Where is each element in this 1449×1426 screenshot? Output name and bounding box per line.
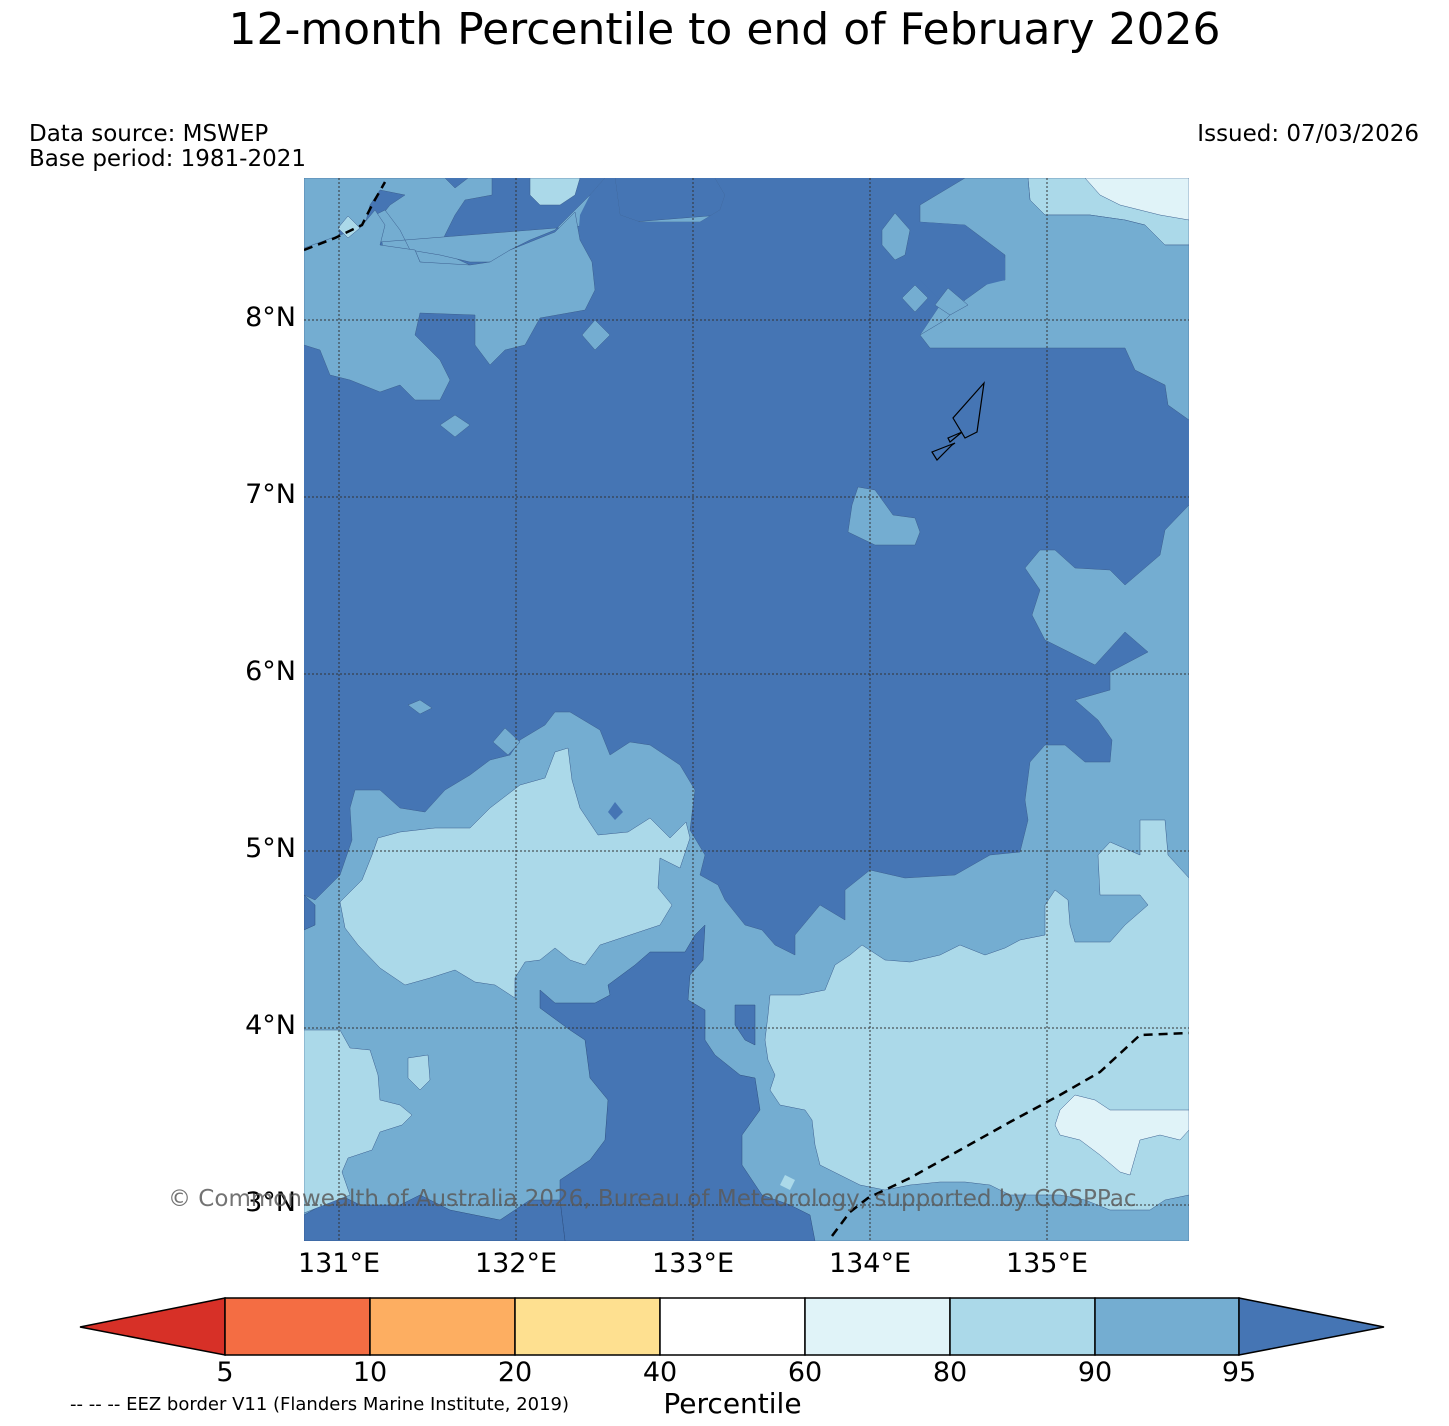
region-60-80-northeast	[1084, 178, 1189, 221]
colorbar-40-60	[659, 1297, 806, 1356]
patch-90-95-nw-small	[581, 319, 611, 351]
map-area	[304, 178, 1189, 1241]
colorbar-tick-95: 95	[1221, 1357, 1257, 1388]
colorbar-10-20	[369, 1297, 516, 1356]
lat-label-7: 7°N	[245, 479, 296, 510]
patch-above-95-left-edge	[304, 894, 316, 931]
patch-80-90-sw	[407, 1054, 431, 1091]
colorbar-tick-5: 5	[216, 1357, 234, 1388]
region-80-90-top	[529, 178, 581, 206]
region-90-95-northwest-lower	[304, 209, 596, 401]
base-period: Base period: 1981-2021	[29, 146, 307, 172]
lat-label-8: 8°N	[245, 302, 296, 333]
colorbar-label: Percentile	[663, 1387, 802, 1420]
patch-90-95-mid-left	[492, 727, 521, 756]
eez-border-north	[304, 181, 387, 252]
colorbar-20-40	[514, 1297, 661, 1356]
patch-above-95-ne1	[905, 222, 1005, 300]
graticule	[304, 178, 1189, 1241]
patch-90-95-ne-small2	[934, 287, 969, 316]
patch-90-95-ne-diamond	[881, 212, 911, 261]
region-above-95-south-center	[539, 924, 816, 1241]
lat-label-6: 6°N	[245, 656, 296, 687]
region-90-95-northeast-strip	[919, 178, 1189, 421]
colorbar-5-10	[224, 1297, 371, 1356]
colorbar-tick-60: 60	[787, 1357, 823, 1388]
island-outline	[952, 381, 985, 439]
patch-90-95-center	[847, 486, 921, 546]
colorbar-tick-90: 90	[1077, 1357, 1113, 1388]
lat-label-5: 5°N	[245, 833, 296, 864]
colorbar-80-90	[949, 1297, 1096, 1356]
colorbar-tick-20: 20	[497, 1357, 533, 1388]
lon-label-133: 133°E	[651, 1248, 735, 1279]
region-80-90-west	[339, 747, 691, 999]
patch-90-95-ne-small	[901, 284, 929, 313]
colorbar-extend-low	[79, 1297, 226, 1356]
lat-label-4: 4°N	[245, 1010, 296, 1041]
colorbar	[79, 1297, 1385, 1356]
lat-label-3: 3°N	[245, 1187, 296, 1218]
patch-90-95-small-left	[407, 699, 433, 715]
colorbar-tick-40: 40	[642, 1357, 678, 1388]
issued-date: Issued: 07/03/2026	[1197, 121, 1419, 147]
lon-label-131: 131°E	[297, 1248, 381, 1279]
patch-above-95-small	[734, 1004, 756, 1046]
eez-border-south	[831, 1031, 1189, 1237]
map-title: 12-month Percentile to end of February 2…	[228, 4, 1221, 55]
patch-90-95-nw-small2	[439, 414, 471, 438]
colorbar-extend-high	[1238, 1297, 1385, 1356]
colorbar-tick-10: 10	[352, 1357, 388, 1388]
island-outline-2	[931, 431, 963, 461]
patch-80-90-small	[780, 1175, 795, 1190]
colorbar-tick-80: 80	[932, 1357, 968, 1388]
colorbar-60-80	[804, 1297, 951, 1356]
colorbar-90-95	[1094, 1297, 1240, 1356]
region-80-90-southwest	[304, 1029, 413, 1214]
patch-80-90-nw-tiny	[337, 215, 361, 239]
lon-label-134: 134°E	[828, 1248, 912, 1279]
region-60-80-southeast	[1054, 1094, 1189, 1176]
eez-legend-note: -- -- -- EEZ border V11 (Flanders Marine…	[70, 1394, 570, 1415]
data-source: Data source: MSWEP	[29, 121, 269, 147]
lon-label-135: 135°E	[1005, 1248, 1089, 1279]
patch-above-95-small-mid	[608, 802, 623, 820]
copyright-notice: © Commonwealth of Australia 2026, Bureau…	[168, 1186, 1137, 1212]
lon-label-132: 132°E	[474, 1248, 558, 1279]
